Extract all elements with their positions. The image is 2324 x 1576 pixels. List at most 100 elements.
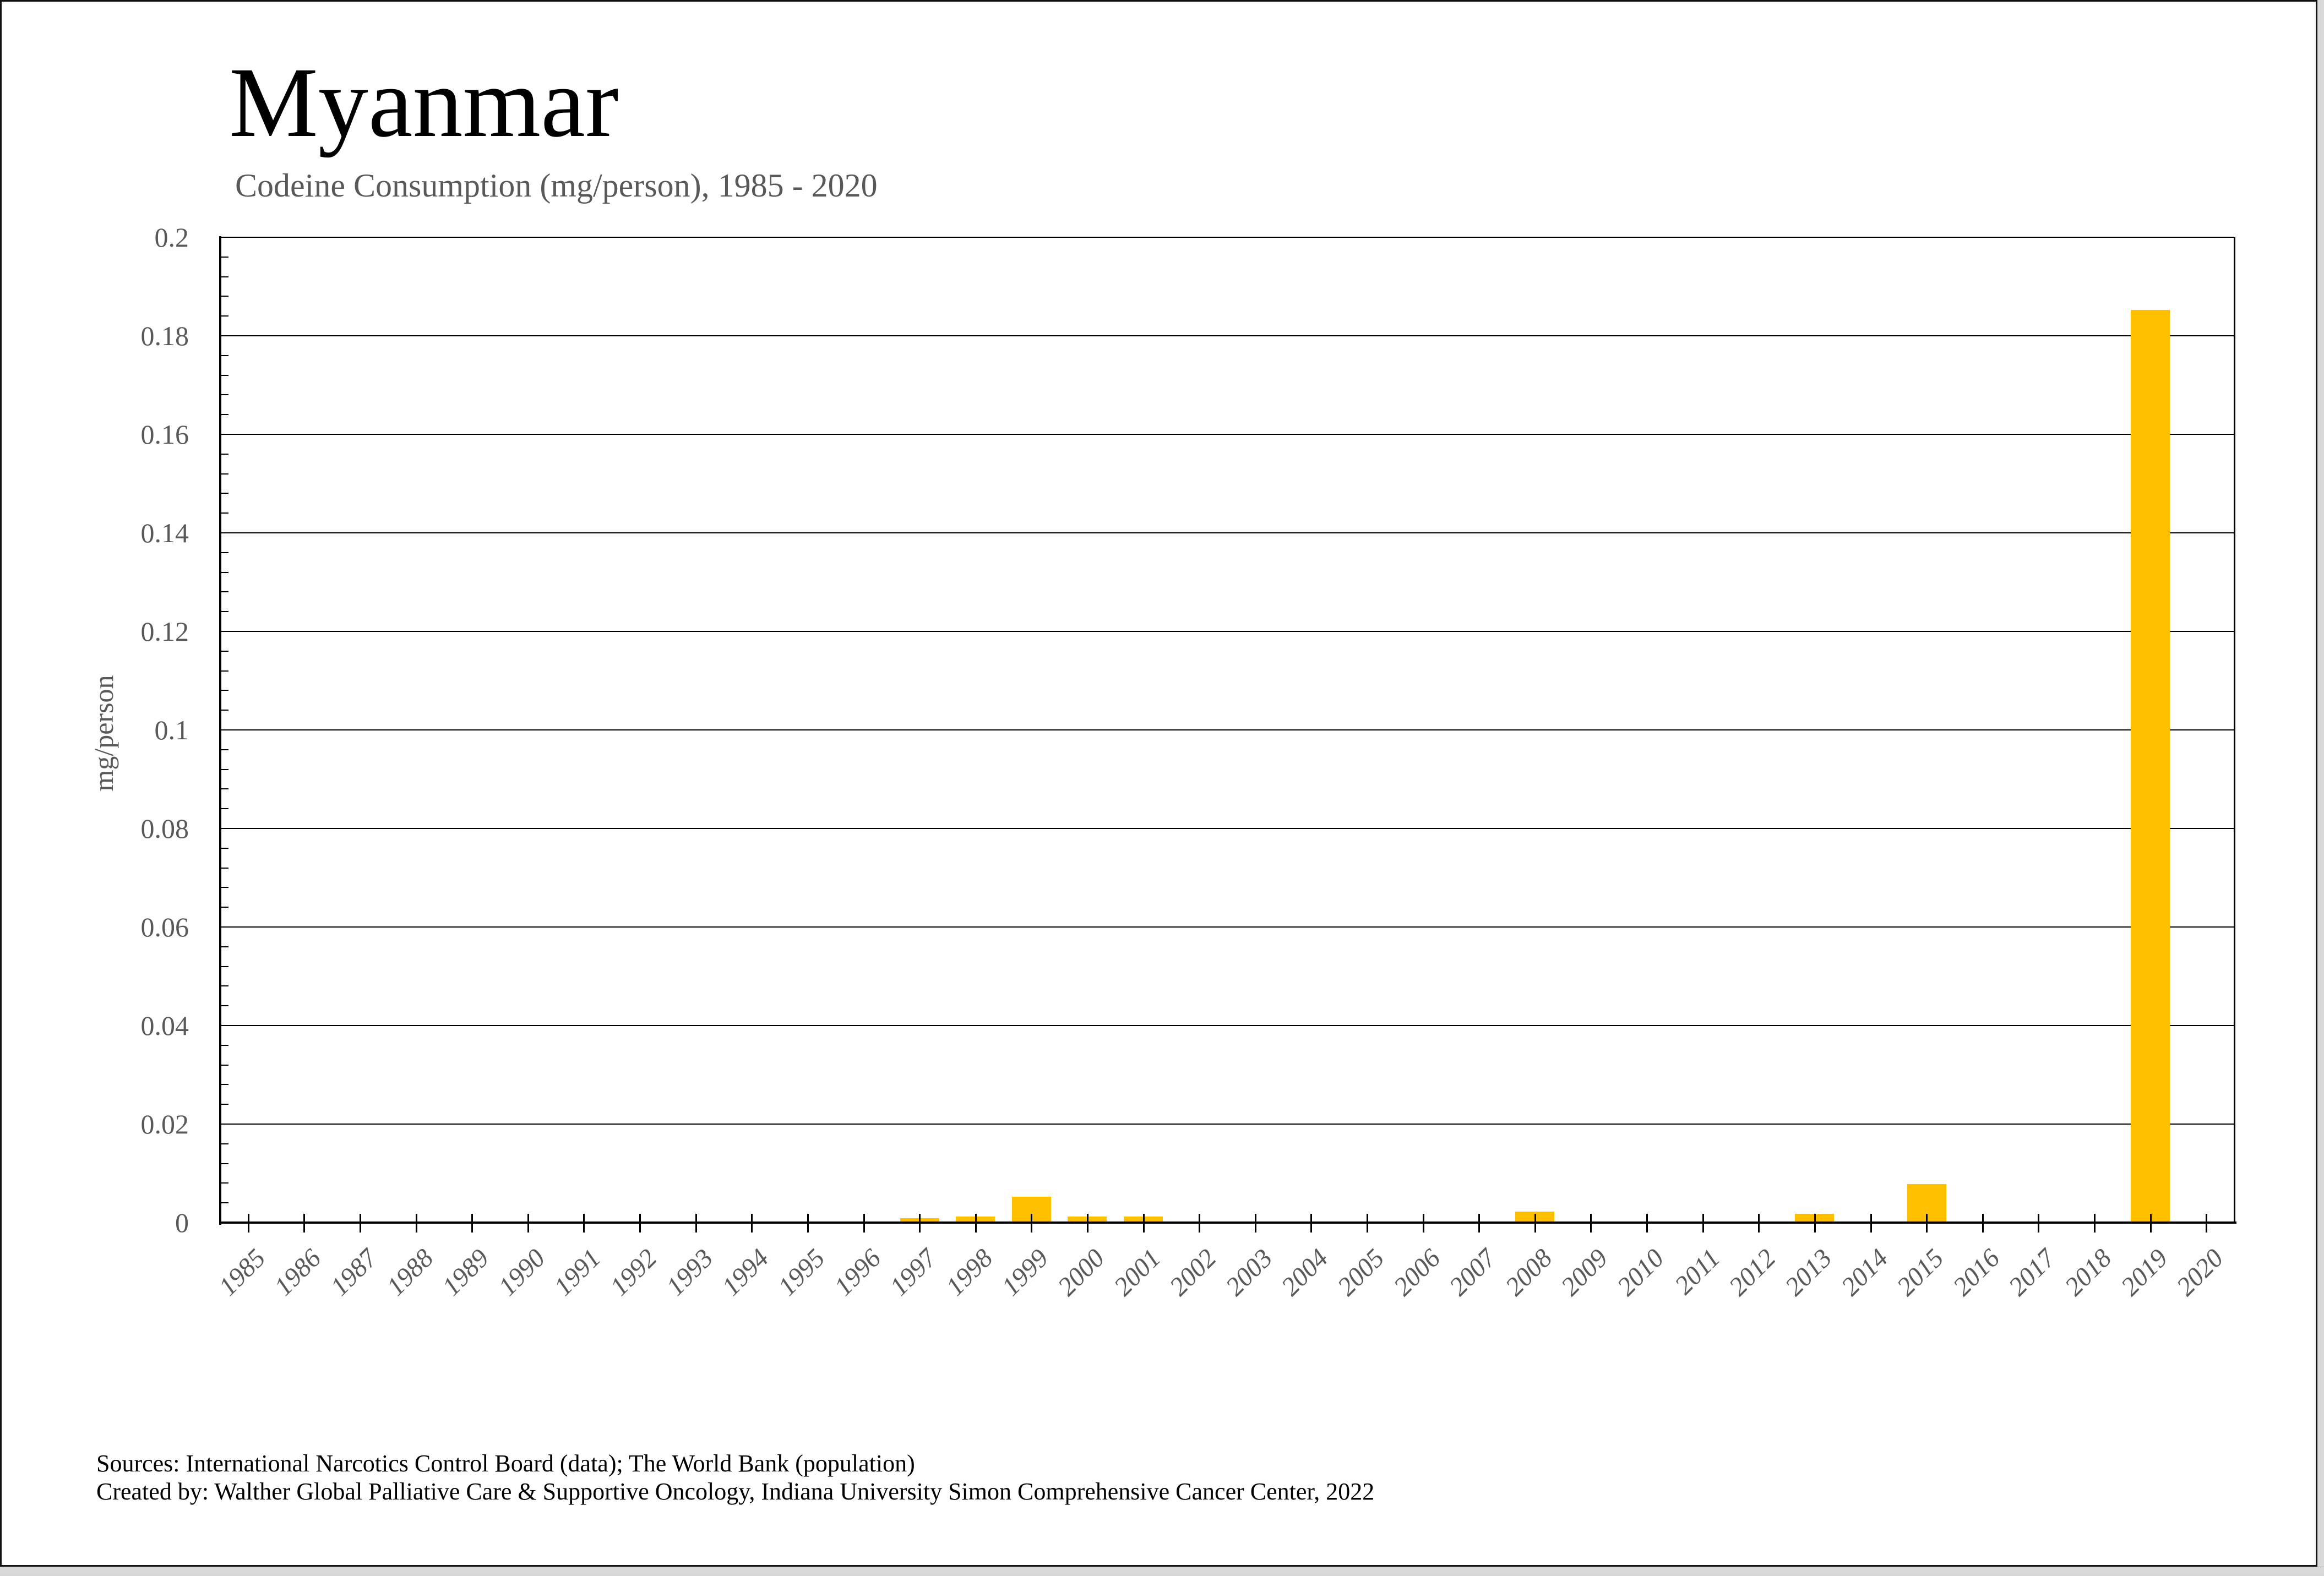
x-tick-2007	[1478, 1214, 1481, 1233]
y-minor-tick	[221, 966, 228, 967]
y-minor-tick	[221, 493, 228, 494]
x-tick-1990	[527, 1214, 529, 1233]
y-tick-label: 0.04	[140, 1010, 189, 1041]
y-minor-tick	[221, 1044, 228, 1046]
y-tick-label: 0.02	[140, 1109, 189, 1139]
chart-subtitle: Codeine Consumption (mg/person), 1985 - …	[235, 167, 878, 204]
y-minor-tick	[221, 887, 228, 888]
x-tick-2005	[1367, 1214, 1369, 1233]
x-tick-2016	[1982, 1214, 1984, 1233]
gridline-0.1	[220, 729, 2234, 730]
window-edge-right	[2317, 0, 2324, 1567]
y-tick-label: 0.14	[140, 517, 189, 548]
x-axis	[219, 1221, 2236, 1224]
y-minor-tick	[221, 374, 228, 376]
gridline-0.14	[220, 532, 2234, 533]
y-minor-tick	[221, 1143, 228, 1144]
x-tick-2010	[1646, 1214, 1648, 1233]
x-tick-2012	[1758, 1214, 1760, 1233]
x-tick-1987	[360, 1214, 362, 1233]
x-tick-2006	[1422, 1214, 1424, 1233]
x-tick-1985	[247, 1214, 249, 1233]
x-tick-1986	[303, 1214, 306, 1233]
x-tick-1988	[415, 1214, 417, 1233]
x-tick-1993	[695, 1214, 697, 1233]
y-tick-label: 0.12	[140, 616, 189, 647]
gridline-0.16	[220, 434, 2234, 435]
y-minor-tick	[221, 1084, 228, 1086]
y-tick-label: 0.06	[140, 912, 189, 942]
y-minor-tick	[221, 808, 228, 810]
y-minor-tick	[221, 256, 228, 258]
gridline-0.04	[220, 1025, 2234, 1026]
y-minor-tick	[221, 946, 228, 947]
y-tick-label: 0	[175, 1207, 189, 1238]
gridline-0.06	[220, 926, 2234, 928]
x-tick-1989	[471, 1214, 473, 1233]
y-minor-tick	[221, 512, 228, 514]
x-tick-1997	[919, 1214, 921, 1233]
x-tick-2011	[1702, 1214, 1704, 1233]
x-tick-2014	[1870, 1214, 1872, 1233]
footer-sources: Sources: International Narcotics Control…	[96, 1450, 915, 1477]
bar-2019	[2131, 310, 2170, 1221]
x-tick-2003	[1254, 1214, 1256, 1233]
y-minor-tick	[221, 611, 228, 613]
footer: Sources: International Narcotics Control…	[96, 1449, 1374, 1506]
y-minor-tick	[221, 591, 228, 593]
y-tick-label: 0.1	[154, 715, 189, 745]
y-minor-tick	[221, 768, 228, 770]
y-minor-tick	[221, 1104, 228, 1105]
y-minor-tick	[221, 552, 228, 553]
x-tick-2019	[2149, 1214, 2152, 1233]
x-tick-2013	[1814, 1214, 1816, 1233]
x-tick-1991	[583, 1214, 585, 1233]
y-tick-label: 0.08	[140, 813, 189, 844]
x-tick-2001	[1142, 1214, 1145, 1233]
y-tick-label: 0.18	[140, 320, 189, 351]
y-minor-tick	[221, 296, 228, 297]
x-tick-1992	[639, 1214, 641, 1233]
y-axis	[219, 236, 221, 1225]
x-tick-2020	[2206, 1214, 2208, 1233]
gridline-0.12	[220, 631, 2234, 632]
x-tick-1994	[751, 1214, 753, 1233]
y-minor-tick	[221, 749, 228, 750]
y-minor-tick	[221, 473, 228, 475]
x-tick-2000	[1086, 1214, 1088, 1233]
y-minor-tick	[221, 453, 228, 455]
window-edge-bottom	[0, 1567, 2324, 1575]
gridline-0.08	[220, 828, 2234, 829]
x-tick-2015	[1926, 1214, 1928, 1233]
x-tick-1995	[807, 1214, 809, 1233]
x-tick-2008	[1534, 1214, 1536, 1233]
y-minor-tick	[221, 1202, 228, 1204]
y-minor-tick	[221, 414, 228, 416]
y-minor-tick	[221, 670, 228, 672]
x-tick-2004	[1310, 1214, 1313, 1233]
x-tick-2017	[2038, 1214, 2040, 1233]
y-minor-tick	[221, 690, 228, 691]
y-minor-tick	[221, 1064, 228, 1066]
y-minor-tick	[221, 710, 228, 711]
gridline-0.02	[220, 1124, 2234, 1125]
chart-title: Myanmar	[229, 47, 619, 158]
y-minor-tick	[221, 650, 228, 652]
y-tick-label: 0.2	[154, 222, 189, 253]
x-tick-2002	[1199, 1214, 1201, 1233]
x-tick-1998	[975, 1214, 977, 1233]
y-minor-tick	[221, 355, 228, 356]
y-minor-tick	[221, 907, 228, 908]
x-tick-2009	[1590, 1214, 1592, 1233]
y-minor-tick	[221, 571, 228, 573]
y-minor-tick	[221, 788, 228, 790]
x-tick-2018	[2093, 1214, 2096, 1233]
y-minor-tick	[221, 847, 228, 849]
y-minor-tick	[221, 276, 228, 277]
gridline-0.18	[220, 335, 2234, 336]
y-minor-tick	[221, 394, 228, 396]
x-tick-1999	[1031, 1214, 1033, 1233]
y-minor-tick	[221, 1163, 228, 1164]
